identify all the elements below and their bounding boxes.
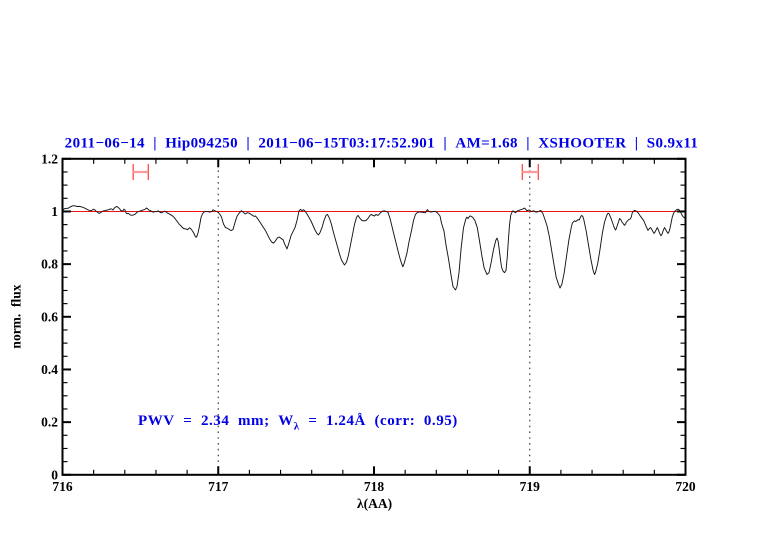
svg-text:717: 717 bbox=[208, 479, 229, 494]
svg-text:0.4: 0.4 bbox=[41, 362, 58, 377]
svg-text:1: 1 bbox=[51, 204, 58, 219]
svg-text:PWV = 2.34 mm; Wλ = 1.24: PWV = 2.34 mm; Wλ = 1.24Å (corr: 0.95) bbox=[138, 413, 458, 433]
svg-text:1.2: 1.2 bbox=[41, 151, 58, 166]
svg-text:0.8: 0.8 bbox=[41, 257, 58, 272]
svg-text:λ(AA): λ(AA) bbox=[357, 496, 392, 511]
svg-text:0.6: 0.6 bbox=[41, 309, 58, 324]
svg-text:720: 720 bbox=[675, 479, 696, 494]
svg-text:2011−06−14 | Hip094250 | 2: 2011−06−14 | Hip094250 | 2011−06−15T03:1… bbox=[65, 136, 699, 152]
svg-text:716: 716 bbox=[52, 479, 73, 494]
svg-text:norm. flux: norm. flux bbox=[9, 284, 24, 348]
svg-text:0: 0 bbox=[51, 467, 58, 482]
svg-text:0.2: 0.2 bbox=[41, 415, 58, 430]
svg-text:718: 718 bbox=[364, 479, 385, 494]
svg-text:719: 719 bbox=[520, 479, 541, 494]
